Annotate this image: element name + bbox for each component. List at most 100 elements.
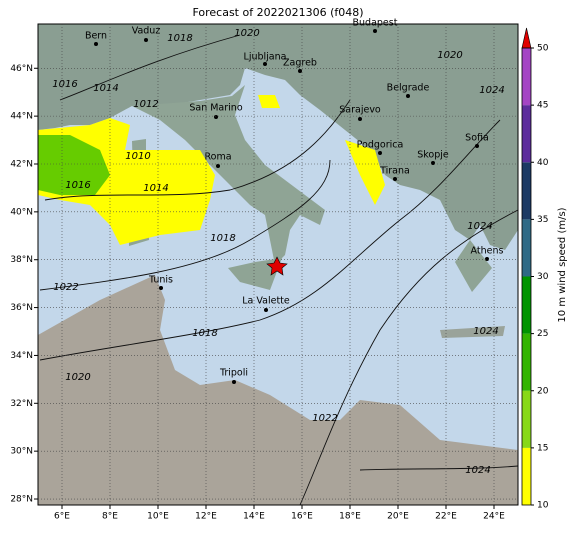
italy <box>132 85 325 265</box>
lat-tick-label: 40°N <box>10 207 33 217</box>
isobar-label: 1018 <box>192 328 217 339</box>
city-dot <box>358 117 362 121</box>
peloponnese <box>455 240 492 292</box>
isobar-label: 1020 <box>437 50 462 61</box>
city-label: Belgrade <box>387 83 430 94</box>
city-dot <box>144 38 148 42</box>
lon-tick-label: 6°E <box>54 512 70 522</box>
lat-tick-label: 32°N <box>10 399 33 409</box>
city-label: Bern <box>85 31 107 42</box>
lat-tick-label: 46°N <box>10 64 33 74</box>
city-dot <box>94 42 98 46</box>
lon-tick-label: 20°E <box>387 512 409 522</box>
city-dot <box>475 144 479 148</box>
city-dot <box>298 69 302 73</box>
city-label: Zagreb <box>283 58 317 69</box>
lon-tick-label: 16°E <box>291 512 313 522</box>
lon-tick-label: 14°E <box>243 512 265 522</box>
colorbar-extend <box>521 27 532 49</box>
colorbar-segment <box>522 48 531 106</box>
lon-tick-label: 18°E <box>339 512 361 522</box>
city-label: Sofia <box>465 133 489 144</box>
isobar-label: 1024 <box>465 465 490 476</box>
city-label: Skopje <box>417 150 449 161</box>
land-north <box>38 24 518 250</box>
city-label: San Marino <box>189 103 242 114</box>
lat-tick-label: 38°N <box>10 255 33 265</box>
wind-area <box>345 140 385 205</box>
isobar-label: 1020 <box>65 372 90 383</box>
colorbar-tick-label: 10 <box>537 501 549 511</box>
city-dot <box>431 161 435 165</box>
colorbar-tick-label: 50 <box>537 44 549 54</box>
crete <box>440 326 505 338</box>
lon-tick-label: 24°E <box>483 512 505 522</box>
city-label: Vaduz <box>132 26 161 37</box>
isobar-labels: 1020 1018 1016 1014 1012 1010 1016 1014 … <box>52 28 504 476</box>
sicily <box>228 258 282 290</box>
map-frame <box>37 23 519 506</box>
city-dot <box>264 308 268 312</box>
colorbar-tick-label: 30 <box>537 272 549 282</box>
lat-tick-label: 34°N <box>10 351 33 361</box>
title: Forecast of 2022021306 (f048) <box>192 6 363 19</box>
city-label: Budapest <box>353 18 398 29</box>
isobar-label: 1024 <box>479 85 504 96</box>
city-dot <box>373 29 377 33</box>
isobar-label: 1018 <box>167 33 192 44</box>
city-label: Sarajevo <box>339 105 381 116</box>
isobar-label: 1018 <box>210 233 235 244</box>
colorbar-segment <box>522 447 531 505</box>
colorbar-segment <box>522 276 531 334</box>
colorbar-tick-label: 25 <box>537 329 548 339</box>
city-dot <box>263 62 267 66</box>
isobar <box>44 99 351 201</box>
lon-tick-label: 12°E <box>195 512 217 522</box>
city-label: La Valette <box>242 296 290 307</box>
lat-tick-label: 36°N <box>10 303 33 313</box>
isobar-label: 1010 <box>125 151 150 162</box>
lat-tick-label: 28°N <box>10 495 33 505</box>
lon-tick-label: 22°E <box>435 512 457 522</box>
colorbar-tick-label: 45 <box>537 101 548 111</box>
lat-tick-label: 44°N <box>10 112 33 122</box>
isobar-label: 1014 <box>143 183 168 194</box>
lat-tick-label: 42°N <box>10 159 33 169</box>
cities: Bern Vaduz Ljubljana Zagreb Budapest Bel… <box>85 18 504 384</box>
colorbar-segment <box>522 219 531 277</box>
city-dot <box>485 257 489 261</box>
isobar <box>359 465 519 471</box>
isobar-label: 1016 <box>65 180 90 191</box>
city-dot <box>393 177 397 181</box>
city-dot <box>406 94 410 98</box>
colorbar-segment <box>522 162 531 220</box>
lat-tick-label: 30°N <box>10 447 33 457</box>
city-label: Ljubljana <box>244 52 287 63</box>
isobar-label: 1012 <box>133 99 158 110</box>
isobar <box>39 159 331 291</box>
city-dot <box>232 380 236 384</box>
isobar <box>59 34 241 101</box>
wind-area-strong <box>38 135 110 195</box>
axes: 6°E 8°E 10°E 12°E 14°E 16°E 18°E 20°E 22°E 24°E 28… <box>10 24 518 522</box>
city-dot <box>214 115 218 119</box>
isobar-label: 1022 <box>312 413 337 424</box>
colorbar-tick-label: 20 <box>537 386 549 396</box>
isobar-label: 1014 <box>93 83 118 94</box>
isobar-label: 1022 <box>53 282 78 293</box>
isobar-label: 1016 <box>52 79 77 90</box>
isobar <box>299 209 519 506</box>
city-label: Tunis <box>148 275 173 286</box>
colorbar-segment <box>522 105 531 163</box>
isobar-label: 1020 <box>234 28 259 39</box>
colorbar-tick-label: 40 <box>537 158 549 168</box>
city-label: Athens <box>471 246 504 257</box>
colorbar-tick-label: 15 <box>537 443 548 453</box>
city-dot <box>378 151 382 155</box>
lon-tick-label: 8°E <box>102 512 118 522</box>
colorbar-tick-label: 35 <box>537 215 548 225</box>
city-dot <box>216 164 220 168</box>
colorbar-label: 10 m wind speed (m/s) <box>557 207 568 322</box>
